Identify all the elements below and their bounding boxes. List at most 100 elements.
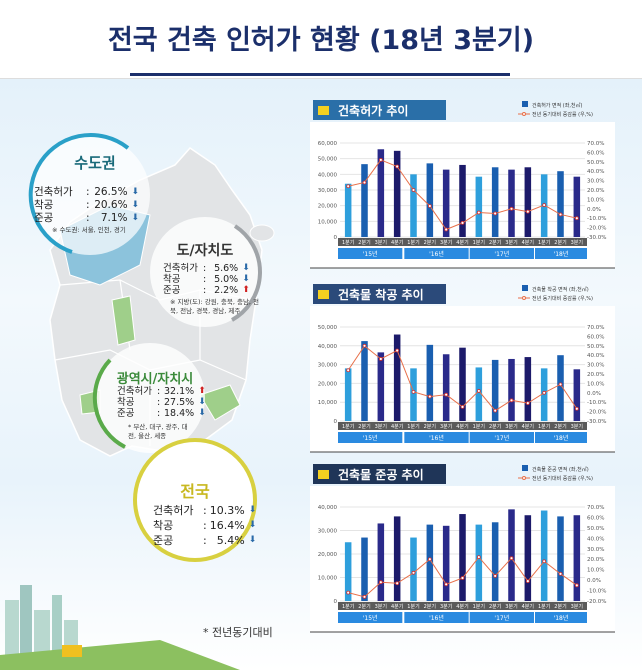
capital-note: ※ 수도권: 서울, 인천, 경기 — [52, 226, 126, 234]
arrow-down-icon: ⬇ — [198, 397, 206, 407]
header: 전국 건축 인허가 현황 (18년 3분기) — [0, 0, 642, 79]
y-tick-label: 50,000 — [318, 157, 338, 163]
capital-circle — [30, 135, 150, 255]
x-tick-label: 1분기 — [538, 603, 550, 610]
bar — [557, 516, 564, 601]
map-metro-area — [111, 295, 136, 346]
stat-row: 준공:18.4% ⬇ — [117, 408, 206, 419]
x-tick-label: 3분기 — [440, 603, 452, 610]
national-title: 전국 — [180, 482, 210, 501]
map-metro-area — [199, 384, 241, 421]
page-title: 전국 건축 인허가 현황 (18년 3분기) — [107, 25, 535, 56]
arrow-down-icon: ⬇ — [248, 505, 257, 515]
bar — [573, 176, 581, 237]
year-strip — [338, 248, 403, 259]
y2-tick-label: 70.0% — [587, 141, 604, 147]
legend-bar-swatch — [522, 285, 528, 291]
stat-row: 준공:7.1% ⬇ — [34, 212, 140, 224]
stat-label: 준공 — [34, 212, 54, 224]
y2-tick-label: 0.0% — [587, 578, 601, 584]
line-point — [362, 180, 367, 185]
stat-value: 16.4% — [209, 519, 245, 532]
pot-icon — [318, 106, 329, 115]
bar — [393, 516, 401, 601]
y2-tick-label: 10.0% — [587, 381, 604, 387]
bar — [377, 149, 385, 237]
x-tick-label: 3분기 — [505, 239, 517, 246]
stat-value: 5.0% — [214, 274, 239, 285]
pot-icon — [318, 290, 329, 299]
x-tick-label: 2분기 — [358, 603, 370, 610]
legend-marker — [522, 112, 526, 116]
y2-tick-label: 60.0% — [587, 150, 604, 156]
year-strip — [338, 612, 403, 623]
x-tick-label: 3분기 — [375, 603, 387, 610]
x-tick-label: 1분기 — [538, 239, 550, 246]
x-tick-label: 2분기 — [554, 423, 566, 430]
legend-bar-swatch — [522, 101, 528, 107]
arrow-down-icon: ⬇ — [248, 520, 257, 530]
stat-row: 착공:27.5% ⬇ — [117, 397, 206, 408]
bar — [361, 341, 368, 421]
line-point — [509, 398, 514, 403]
line-point — [427, 204, 432, 208]
year-label: '17년 — [494, 434, 509, 442]
stat-row: 착공:16.4% ⬇ — [153, 519, 257, 532]
line-point — [558, 212, 563, 217]
y-tick-label: 0 — [334, 599, 338, 605]
x-tick-label: 4분기 — [456, 239, 468, 246]
legend-marker — [522, 476, 526, 480]
line-point — [378, 158, 383, 162]
bar — [524, 515, 532, 601]
line-point — [395, 348, 400, 353]
x-tick-label: 1분기 — [342, 603, 354, 610]
arrow-up-icon: ⬆ — [242, 285, 250, 295]
stat-value: 18.4% — [164, 408, 195, 419]
line-point — [574, 583, 579, 588]
x-tick-label: 3분기 — [505, 603, 517, 610]
stat-row: 준공:2.2% ⬆ — [163, 285, 250, 296]
line-point — [346, 590, 351, 595]
capital-title: 수도권 — [74, 154, 116, 172]
line-point — [574, 406, 579, 411]
line-point — [460, 221, 465, 225]
year-label: '17년 — [494, 614, 509, 622]
line-point — [460, 576, 465, 580]
x-tick-label: 4분기 — [391, 423, 403, 430]
line-point — [493, 408, 498, 413]
chart-title: 건축허가 추이 — [338, 103, 408, 118]
y2-tick-label: -30.0% — [587, 419, 606, 425]
line-point — [542, 203, 547, 207]
line-point — [525, 579, 530, 584]
y2-tick-label: 10.0% — [587, 197, 604, 203]
year-label: '18년 — [554, 434, 569, 442]
line-point — [427, 394, 432, 399]
x-tick-label: 1분기 — [342, 423, 354, 430]
year-strip — [469, 612, 534, 623]
x-tick-label: 3분기 — [440, 239, 452, 246]
legend-bar-swatch — [522, 465, 528, 471]
bar — [410, 174, 417, 237]
bar — [344, 542, 352, 601]
y2-tick-label: 0.0% — [587, 207, 601, 213]
stat-row: 착공:5.0% ⬇ — [163, 274, 250, 285]
bar — [442, 525, 450, 601]
x-tick-label: 1분기 — [473, 603, 485, 610]
x-tick-label: 4분기 — [522, 239, 534, 246]
korea-map — [0, 133, 275, 670]
line-point — [509, 206, 514, 211]
x-tick-label: 3분기 — [571, 423, 583, 430]
bar — [426, 163, 434, 237]
legend-label: 전년 동기대비 증감률 (우,%) — [532, 475, 593, 482]
stat-label: 착공 — [117, 397, 135, 408]
x-tick-label: 2분기 — [424, 603, 436, 610]
bar — [393, 150, 401, 237]
y-tick-label: 10,000 — [318, 219, 338, 225]
stat-row: 착공:20.6% ⬇ — [34, 199, 140, 211]
pot-icon — [318, 470, 329, 479]
stat-label: 준공 — [117, 408, 135, 419]
line-point — [493, 211, 498, 216]
year-strip — [338, 432, 403, 443]
arrow-down-icon: ⬇ — [131, 213, 140, 223]
y-tick-label: 30,000 — [318, 188, 338, 194]
